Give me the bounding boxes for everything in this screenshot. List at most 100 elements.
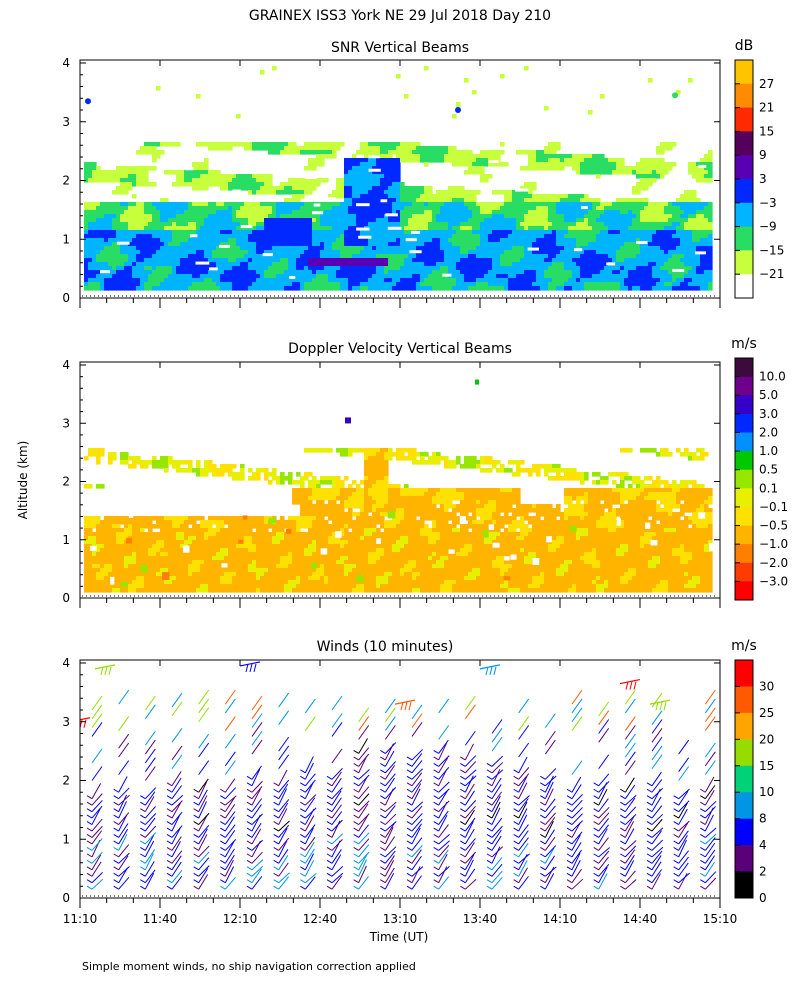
snr-cell bbox=[304, 286, 309, 291]
snr-cell bbox=[268, 242, 273, 247]
snr-cell bbox=[328, 214, 333, 219]
snr-cell bbox=[648, 246, 653, 251]
snr-cell bbox=[236, 178, 241, 183]
snr-cell bbox=[440, 282, 445, 287]
snr-cell bbox=[344, 238, 349, 243]
snr-cell bbox=[268, 286, 273, 291]
snr-cell bbox=[108, 278, 113, 283]
snr-cell bbox=[332, 146, 337, 151]
snr-cell bbox=[364, 190, 369, 195]
snr-cell bbox=[704, 234, 709, 239]
snr-cell bbox=[480, 254, 485, 259]
snr-cell bbox=[356, 254, 361, 259]
snr-cell bbox=[512, 246, 517, 251]
snr-cell bbox=[428, 286, 433, 291]
snr-cell bbox=[392, 174, 397, 179]
snr-cell bbox=[380, 254, 385, 259]
snr-cell bbox=[284, 274, 289, 279]
snr-cell bbox=[388, 182, 393, 187]
snr-cell bbox=[692, 226, 697, 231]
snr-cell bbox=[620, 218, 625, 223]
snr-cell bbox=[460, 198, 465, 203]
snr-cell bbox=[632, 206, 637, 211]
snr-cell bbox=[292, 266, 297, 271]
snr-cell bbox=[672, 246, 677, 251]
snr-cell bbox=[692, 174, 697, 179]
snr-cell bbox=[136, 170, 141, 175]
snr-cell bbox=[376, 194, 381, 199]
snr-cell bbox=[92, 206, 97, 211]
snr-cell bbox=[532, 214, 537, 219]
snr-cell bbox=[420, 262, 425, 267]
snr-cell bbox=[188, 206, 193, 211]
snr-cell bbox=[392, 170, 397, 175]
snr-cell bbox=[256, 226, 261, 231]
snr-cell bbox=[552, 198, 557, 203]
snr-cell bbox=[632, 214, 637, 219]
snr-cell bbox=[392, 254, 397, 259]
snr-cell bbox=[612, 222, 617, 227]
snr-cell bbox=[132, 170, 137, 175]
snr-cell bbox=[324, 250, 329, 255]
velocity-cell bbox=[100, 576, 105, 581]
snr-cell bbox=[472, 214, 477, 219]
snr-cell bbox=[108, 202, 113, 207]
snr-cell bbox=[556, 222, 561, 227]
snr-cell bbox=[180, 238, 185, 243]
snr-cell bbox=[504, 218, 509, 223]
snr-gap bbox=[184, 167, 194, 171]
snr-cell bbox=[436, 286, 441, 291]
snr-cell bbox=[260, 182, 265, 187]
snr-cell bbox=[556, 206, 561, 211]
snr-cell bbox=[648, 78, 653, 83]
snr-cell bbox=[124, 222, 129, 227]
snr-cell bbox=[256, 206, 261, 211]
snr-cell bbox=[420, 214, 425, 219]
snr-cell bbox=[204, 266, 209, 271]
snr-cell bbox=[364, 150, 369, 155]
snr-cell bbox=[144, 262, 149, 267]
snr-cell bbox=[280, 242, 285, 247]
snr-cell bbox=[328, 246, 333, 251]
velocity-cell bbox=[96, 484, 101, 489]
snr-cell bbox=[404, 282, 409, 287]
snr-cell bbox=[544, 218, 549, 223]
snr-cell bbox=[180, 282, 185, 287]
snr-cell bbox=[400, 234, 405, 239]
snr-cell bbox=[600, 154, 605, 159]
snr-cell bbox=[536, 286, 541, 291]
snr-cell bbox=[164, 170, 169, 175]
snr-cell bbox=[700, 262, 705, 267]
snr-cell bbox=[360, 246, 365, 251]
snr-cell bbox=[400, 238, 405, 243]
velocity-cell bbox=[124, 520, 129, 525]
snr-cell bbox=[104, 250, 109, 255]
snr-cell bbox=[448, 154, 453, 159]
snr-cell bbox=[468, 170, 473, 175]
velocity-cell bbox=[132, 460, 137, 465]
snr-cell bbox=[400, 282, 405, 287]
snr-cell bbox=[268, 274, 273, 279]
snr-cell bbox=[180, 254, 185, 259]
snr-cell bbox=[416, 266, 421, 271]
snr-cell bbox=[636, 170, 641, 175]
snr-cell bbox=[348, 266, 353, 271]
snr-cell bbox=[440, 146, 445, 151]
snr-cell bbox=[148, 254, 153, 259]
snr-cell bbox=[488, 214, 493, 219]
snr-cell bbox=[136, 218, 141, 223]
snr-cell bbox=[636, 166, 641, 171]
snr-cell bbox=[644, 278, 649, 283]
velocity-cell bbox=[88, 532, 93, 537]
snr-cell bbox=[456, 254, 461, 259]
snr-cell bbox=[436, 206, 441, 211]
snr-cell bbox=[160, 210, 165, 215]
snr-cell bbox=[524, 202, 529, 207]
snr-cell bbox=[360, 242, 365, 247]
snr-cell bbox=[116, 218, 121, 223]
snr-cell bbox=[484, 246, 489, 251]
snr-cell bbox=[572, 270, 577, 275]
snr-cell bbox=[184, 230, 189, 235]
snr-cell bbox=[416, 242, 421, 247]
snr-cell bbox=[676, 198, 681, 203]
